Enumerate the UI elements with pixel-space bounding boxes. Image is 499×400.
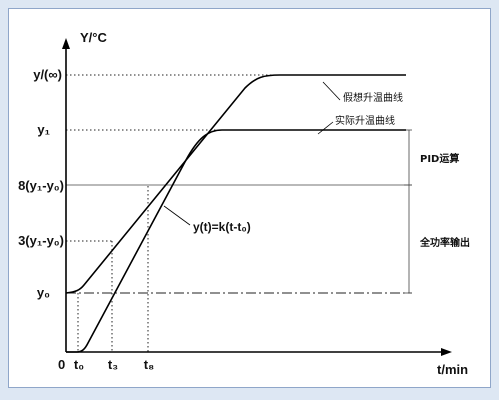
pointer-actual — [317, 121, 334, 135]
x-axis-arrow-icon — [441, 348, 452, 356]
actual-curve-label: 实际升温曲线 — [335, 114, 395, 127]
ideal-curve — [65, 74, 406, 294]
ideal-curve-label: 假想升温曲线 — [343, 91, 403, 104]
tick-y1: y₁ — [37, 122, 50, 137]
tick-y3: 3(y₁-y₀) — [18, 233, 64, 248]
tick-t0: t₀ — [74, 357, 84, 372]
full-power-region-label: 全功率输出 — [419, 236, 470, 249]
tick-y0: y₀ — [37, 285, 50, 300]
x-axis-title: t/min — [437, 362, 468, 377]
equation-label: y(t)=k(t-t₀) — [193, 220, 251, 234]
pointer-ideal — [322, 81, 341, 101]
pid-region-label: PID运算 — [420, 152, 459, 165]
tick-y8: 8(y₁-y₀) — [18, 178, 64, 193]
tick-y-inf: y/(∞) — [33, 67, 62, 82]
actual-curve — [66, 129, 406, 353]
guide-lines — [66, 74, 280, 352]
y-axis-title: Y/°C — [80, 30, 107, 45]
diagram-panel — [8, 8, 491, 388]
tick-t8: t₈ — [144, 357, 154, 372]
y-axis-arrow-icon — [62, 38, 70, 49]
origin-label: 0 — [58, 357, 65, 372]
region-bracket — [404, 129, 412, 294]
pointer-equation — [163, 205, 191, 226]
tick-t3: t₃ — [108, 357, 118, 372]
